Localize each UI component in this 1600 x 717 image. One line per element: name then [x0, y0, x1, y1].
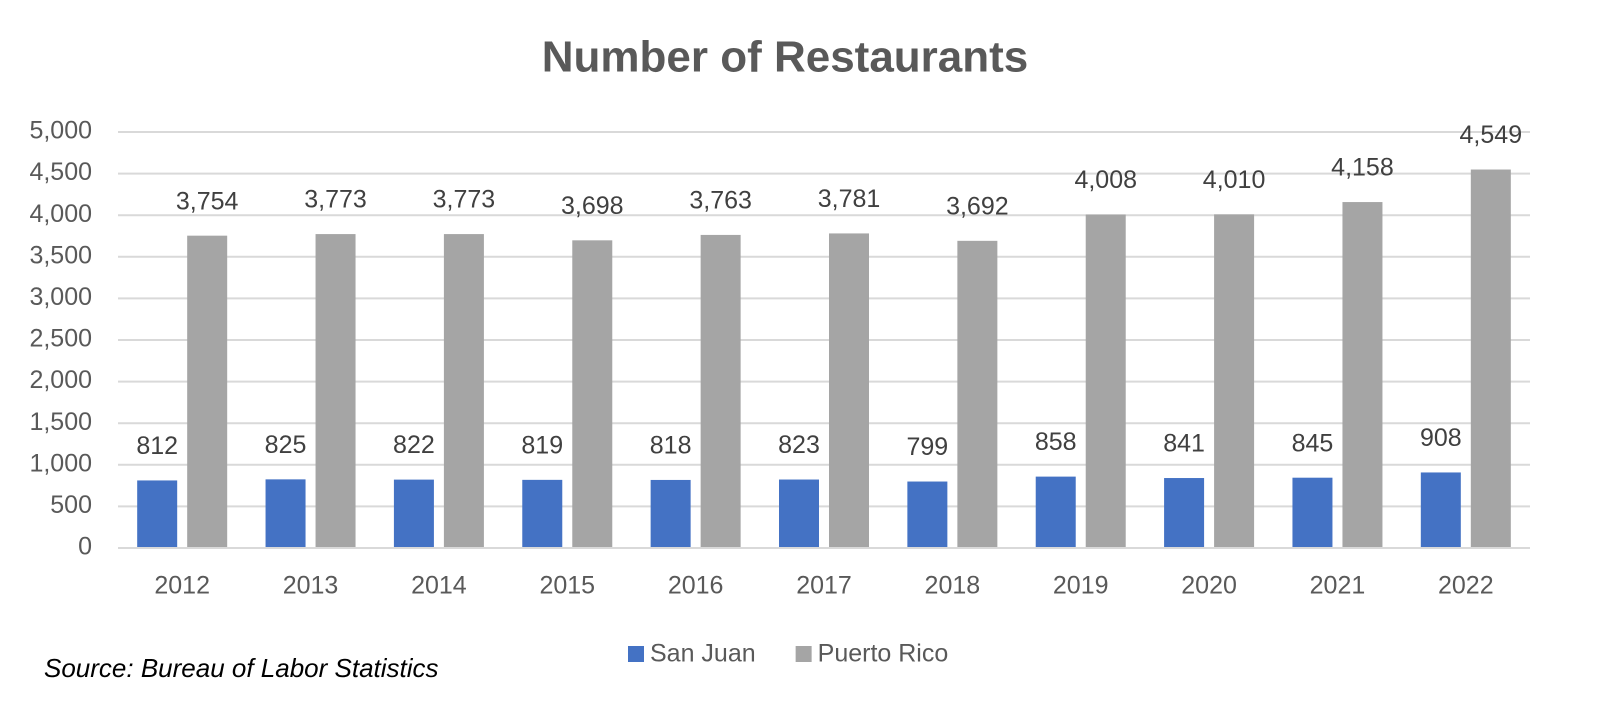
x-tick-label: 2017 [796, 572, 852, 600]
x-tick-label: 2021 [1310, 572, 1366, 600]
bar [443, 234, 484, 548]
x-tick-label: 2015 [539, 572, 595, 600]
value-label: 822 [393, 431, 435, 459]
bar [315, 234, 356, 548]
value-label: 3,773 [433, 186, 496, 214]
y-tick-label: 1,000 [29, 449, 92, 477]
y-tick-label: 2,000 [29, 366, 92, 394]
value-label: 4,008 [1074, 166, 1137, 194]
legend-swatch [795, 646, 812, 662]
value-label: 3,773 [304, 186, 367, 214]
bar [907, 481, 948, 548]
bar [187, 235, 228, 548]
bar [265, 479, 306, 548]
source-note: Source: Bureau of Labor Statistics [44, 653, 439, 683]
x-tick-label: 2022 [1438, 572, 1494, 600]
x-tick-label: 2012 [154, 572, 210, 600]
bar [1292, 477, 1333, 548]
value-label: 825 [265, 431, 307, 459]
value-label: 3,781 [818, 185, 881, 213]
y-tick-label: 2,500 [29, 325, 92, 353]
value-label: 3,698 [561, 192, 624, 220]
chart-title: Number of Restaurants [542, 33, 1029, 82]
x-tick-label: 2016 [668, 572, 724, 600]
y-tick-label: 3,000 [29, 283, 92, 311]
x-tick-label: 2014 [411, 572, 467, 600]
value-label: 819 [521, 431, 563, 459]
bar [572, 240, 613, 548]
y-tick-label: 1,500 [29, 408, 92, 436]
bar [1342, 202, 1383, 549]
value-label: 799 [907, 433, 949, 461]
x-tick-label: 2020 [1181, 572, 1237, 600]
x-tick-label: 2019 [1053, 572, 1109, 600]
bar [137, 480, 178, 548]
value-label: 812 [136, 432, 178, 460]
value-label: 818 [650, 432, 692, 460]
value-label: 823 [778, 431, 820, 459]
value-label: 4,010 [1203, 166, 1266, 194]
value-label: 3,754 [176, 187, 239, 215]
bar [1035, 476, 1076, 548]
y-tick-label: 500 [50, 491, 92, 519]
x-tick-label: 2018 [925, 572, 981, 600]
bar [700, 234, 741, 548]
bar [829, 233, 869, 548]
bar [957, 240, 998, 548]
y-tick-label: 3,500 [29, 241, 92, 269]
bar [779, 479, 819, 548]
x-tick-label: 2013 [283, 572, 339, 600]
value-label: 4,158 [1331, 154, 1394, 182]
bar [522, 479, 563, 548]
value-label: 3,692 [946, 192, 1009, 220]
y-tick-label: 0 [78, 533, 92, 561]
bar [1085, 214, 1126, 548]
bar [650, 479, 691, 548]
value-label: 858 [1035, 428, 1077, 456]
value-label: 3,763 [689, 187, 752, 215]
legend-label: San Juan [650, 640, 756, 668]
bar [1470, 169, 1511, 548]
y-tick-label: 4,000 [29, 200, 92, 228]
bar [1420, 472, 1461, 548]
value-label: 841 [1163, 430, 1205, 458]
bar [1214, 214, 1255, 549]
value-label: 4,549 [1460, 121, 1523, 149]
value-label: 908 [1420, 424, 1462, 452]
y-tick-label: 4,500 [29, 158, 92, 186]
legend-swatch [628, 646, 644, 662]
legend-label: Puerto Rico [818, 640, 949, 668]
bar [1164, 478, 1205, 548]
value-label: 845 [1292, 429, 1334, 457]
y-tick-label: 5,000 [29, 117, 92, 145]
bar [393, 479, 434, 548]
